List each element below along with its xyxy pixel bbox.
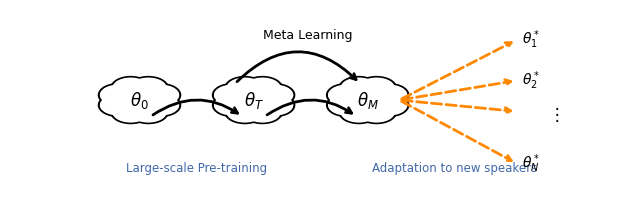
Ellipse shape [143,95,179,115]
Text: Meta Learning: Meta Learning [264,29,353,42]
Ellipse shape [255,84,294,106]
Ellipse shape [244,102,281,123]
Ellipse shape [370,94,408,116]
Ellipse shape [112,77,149,98]
Ellipse shape [357,77,396,99]
Ellipse shape [257,85,293,106]
Ellipse shape [370,84,408,106]
Ellipse shape [339,101,378,123]
Ellipse shape [339,77,378,99]
Ellipse shape [340,77,377,98]
Ellipse shape [130,102,167,123]
Ellipse shape [117,88,162,112]
Text: $\theta_1^*$: $\theta_1^*$ [522,29,540,51]
Ellipse shape [371,85,408,106]
Ellipse shape [214,95,251,115]
Ellipse shape [346,89,389,111]
Ellipse shape [227,77,263,98]
Ellipse shape [257,95,293,115]
Ellipse shape [112,102,149,123]
Ellipse shape [243,101,282,123]
Ellipse shape [328,85,365,106]
Text: $\theta_T$: $\theta_T$ [244,90,264,111]
Ellipse shape [143,85,179,106]
Text: $\theta_M$: $\theta_M$ [356,90,379,111]
Text: $\theta_N^*$: $\theta_N^*$ [522,152,540,175]
Ellipse shape [213,84,252,106]
Ellipse shape [232,89,275,111]
Text: $\theta_2^*$: $\theta_2^*$ [522,69,540,92]
Ellipse shape [327,84,365,106]
Ellipse shape [141,84,180,106]
Text: Large-scale Pre-training: Large-scale Pre-training [126,162,267,175]
Ellipse shape [255,94,294,116]
Ellipse shape [358,77,395,98]
Ellipse shape [244,77,281,98]
Ellipse shape [225,77,264,99]
Ellipse shape [243,77,282,99]
Ellipse shape [328,95,365,115]
Ellipse shape [111,77,150,99]
Ellipse shape [358,102,395,123]
Ellipse shape [100,95,136,115]
Ellipse shape [141,94,180,116]
Ellipse shape [213,94,252,116]
Ellipse shape [340,102,377,123]
Ellipse shape [111,101,150,123]
Ellipse shape [99,94,138,116]
Ellipse shape [129,101,168,123]
Ellipse shape [99,84,138,106]
Text: Adaptation to new speakers: Adaptation to new speakers [372,162,537,175]
Ellipse shape [100,85,136,106]
Text: $\theta_0$: $\theta_0$ [130,90,149,111]
Ellipse shape [327,94,365,116]
Ellipse shape [371,95,408,115]
Ellipse shape [227,102,263,123]
Text: $\vdots$: $\vdots$ [548,105,559,124]
Ellipse shape [225,101,264,123]
Ellipse shape [130,77,167,98]
Ellipse shape [346,88,390,112]
Ellipse shape [214,85,251,106]
Ellipse shape [118,89,161,111]
Ellipse shape [129,77,168,99]
Ellipse shape [231,88,276,112]
Ellipse shape [357,101,396,123]
